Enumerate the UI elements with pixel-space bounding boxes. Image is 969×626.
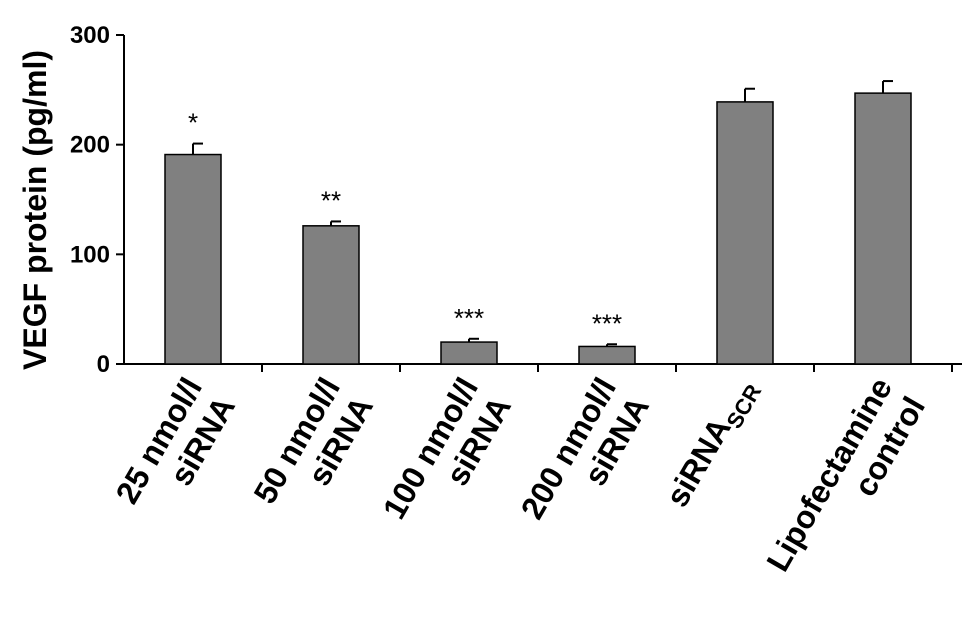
category-label: siRNASCR [659, 371, 767, 515]
bar [164, 153, 222, 365]
significance-marker: *** [592, 308, 622, 338]
significance-markers: ****** *** [188, 108, 622, 339]
category-label: 25 nmol/lsiRNA [109, 372, 242, 529]
y-tick-label: 100 [70, 241, 110, 268]
y-axis-label: VEGF protein (pg/ml) [17, 50, 53, 370]
y-tick-label: 300 [70, 22, 110, 49]
category-label: 50 nmol/lsiRNA [247, 372, 380, 529]
bar [854, 92, 912, 365]
x-axis [124, 363, 962, 372]
error-bar [606, 343, 617, 347]
category-label-line: siRNA [659, 412, 738, 513]
category-label: 100 nmol/lsiRNA [376, 372, 518, 545]
bar [716, 101, 774, 365]
error-bar [744, 87, 755, 102]
error-bar [882, 80, 893, 94]
category-label-subscript: SCR [721, 380, 766, 433]
significance-marker: * [188, 108, 198, 138]
bar [302, 225, 360, 365]
significance-marker: ** [321, 185, 341, 215]
error-bar [330, 220, 341, 226]
error-bars [192, 80, 893, 347]
category-label: Lipofectaminecontrol [759, 372, 932, 597]
y-axis: 0 100 200 300 [70, 22, 125, 378]
error-bar [192, 142, 203, 155]
error-bar [468, 337, 479, 343]
bar [578, 345, 636, 365]
category-label: 200 nmol/lsiRNA [514, 372, 656, 545]
bar [440, 341, 498, 365]
significance-marker: *** [454, 303, 484, 333]
y-tick-label: 200 [70, 132, 110, 159]
y-tick-label: 0 [97, 351, 110, 378]
bars [164, 92, 912, 365]
